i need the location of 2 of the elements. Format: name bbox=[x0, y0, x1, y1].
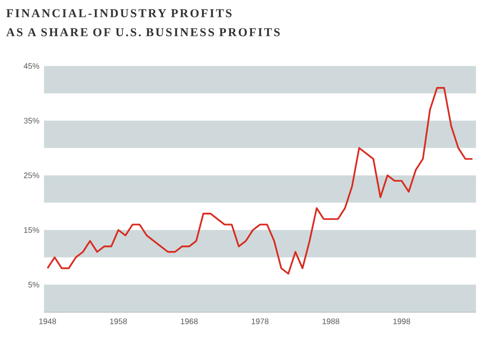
chart-title: FINANCIAL-INDUSTRY PROFITS bbox=[6, 9, 232, 18]
chart-subtitle: AS A SHARE OF U.S. BUSINESS PROFITS bbox=[6, 28, 280, 36]
